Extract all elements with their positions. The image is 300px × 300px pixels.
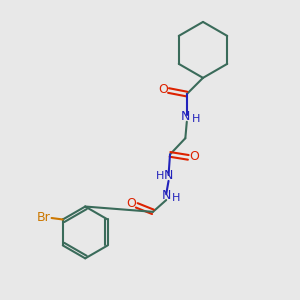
Text: H: H [192, 114, 200, 124]
Text: N: N [161, 188, 171, 202]
Text: O: O [158, 83, 168, 96]
Text: N: N [164, 169, 173, 182]
Text: N: N [181, 110, 190, 123]
Text: H: H [171, 193, 180, 203]
Text: H: H [156, 171, 164, 181]
Text: O: O [126, 197, 136, 210]
Text: Br: Br [37, 211, 50, 224]
Text: O: O [189, 150, 199, 163]
